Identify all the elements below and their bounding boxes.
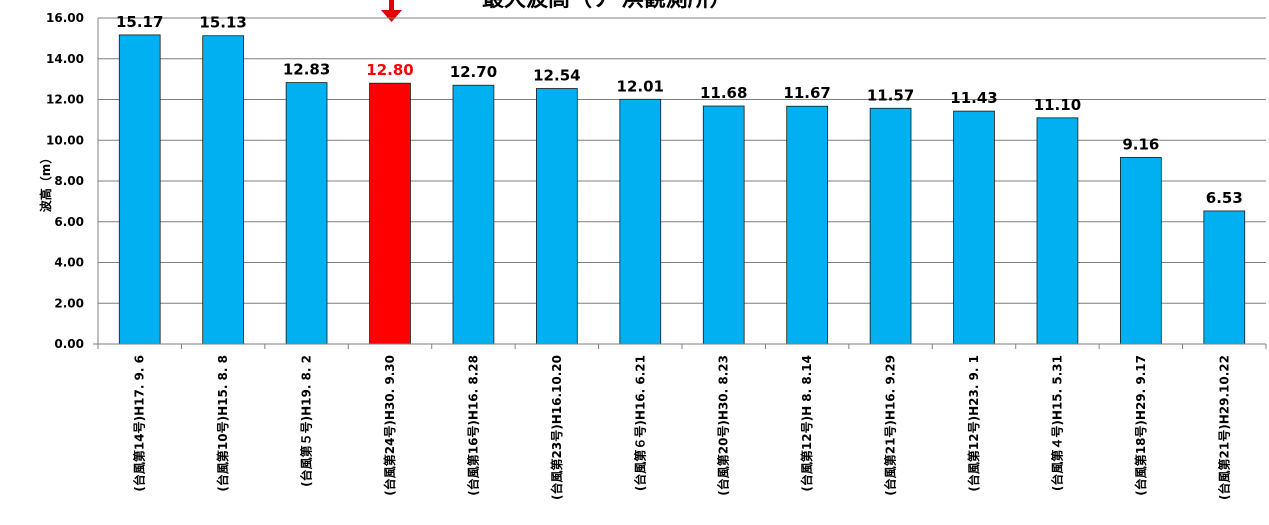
category-label: (台風第16号)H16. 8.28 bbox=[465, 355, 480, 496]
y-tick-label: 14.00 bbox=[46, 52, 84, 66]
category-label: (台風第23号)H16.10.20 bbox=[549, 355, 564, 500]
data-label: 11.67 bbox=[783, 84, 830, 102]
data-label: 12.54 bbox=[533, 66, 580, 84]
category-label: (台風第21号)H29.10.22 bbox=[1216, 355, 1231, 500]
y-tick-label: 2.00 bbox=[54, 296, 84, 310]
data-label: 12.70 bbox=[450, 63, 497, 81]
y-tick-label: 16.00 bbox=[46, 11, 84, 25]
gridlines bbox=[98, 17, 1266, 304]
data-label: 15.17 bbox=[116, 13, 163, 31]
bar bbox=[619, 98, 662, 345]
bar bbox=[869, 107, 912, 345]
bar bbox=[536, 88, 578, 345]
y-axis-ticks: 0.00 2.00 4.00 6.00 8.00 10.00 12.00 14.00 16.00 bbox=[46, 11, 84, 351]
y-tick-label: 12.00 bbox=[46, 93, 84, 107]
category-labels: (台風第14号)H17. 9. 6 (台風第10号)H15. 8. 8 (台風第５号… bbox=[132, 355, 1232, 500]
bar bbox=[369, 82, 411, 345]
x-axis bbox=[93, 18, 1267, 349]
y-tick-label: 0.00 bbox=[54, 337, 84, 351]
data-label: 11.10 bbox=[1034, 96, 1081, 114]
bar bbox=[285, 82, 328, 345]
category-label: (台風第24号)H30. 9.30 bbox=[382, 355, 397, 496]
category-label: (台風第14号)H17. 9. 6 bbox=[132, 355, 147, 492]
category-label: (台風第６号)H16. 6.21 bbox=[632, 355, 647, 491]
data-label: 15.13 bbox=[199, 14, 246, 32]
category-label: (台風第５号)H19. 8. 2 bbox=[299, 355, 314, 487]
bar bbox=[202, 35, 244, 345]
data-label: 12.80 bbox=[366, 61, 413, 79]
y-tick-label: 6.00 bbox=[54, 215, 84, 229]
bar bbox=[1036, 117, 1079, 345]
category-label: (台風第20号)H30. 8.23 bbox=[716, 355, 731, 496]
bar bbox=[953, 110, 995, 345]
data-label: 11.57 bbox=[867, 86, 914, 104]
value-labels: 15.17 15.13 12.83 12.80 12.70 12.54 12.01 11.68… bbox=[116, 13, 1243, 207]
category-label: (台風第12号)H 8. 8.14 bbox=[799, 355, 814, 492]
data-label: 6.53 bbox=[1206, 189, 1243, 207]
y-tick-label: 10.00 bbox=[46, 133, 84, 147]
y-tick-label: 4.00 bbox=[54, 256, 84, 270]
category-label: (台風第21号)H16. 9.29 bbox=[883, 355, 898, 496]
bar bbox=[118, 34, 161, 345]
bar bbox=[702, 105, 745, 345]
data-label: 12.01 bbox=[617, 77, 664, 95]
category-label: (台風第18号)H29. 9.17 bbox=[1133, 355, 1148, 496]
data-label: 12.83 bbox=[283, 61, 330, 79]
bar bbox=[786, 105, 828, 345]
category-label: (台風第12号)H23. 9. 1 bbox=[966, 355, 981, 492]
data-label: 11.43 bbox=[950, 89, 997, 107]
bars bbox=[118, 34, 1246, 345]
y-axis-label: 波高（m） bbox=[38, 152, 53, 213]
y-tick-label: 8.00 bbox=[54, 174, 84, 188]
chart-title: 最大波高（ナ 浜観測所） bbox=[482, 0, 732, 12]
bar bbox=[452, 84, 495, 345]
category-label: (台風第４号)H15. 5.31 bbox=[1049, 355, 1064, 491]
bar bbox=[1120, 156, 1162, 345]
bar bbox=[1203, 210, 1246, 345]
data-label: 11.68 bbox=[700, 84, 747, 102]
data-label: 9.16 bbox=[1122, 135, 1159, 153]
highlight-arrow bbox=[381, 0, 402, 22]
category-label: (台風第10号)H15. 8. 8 bbox=[215, 355, 230, 492]
